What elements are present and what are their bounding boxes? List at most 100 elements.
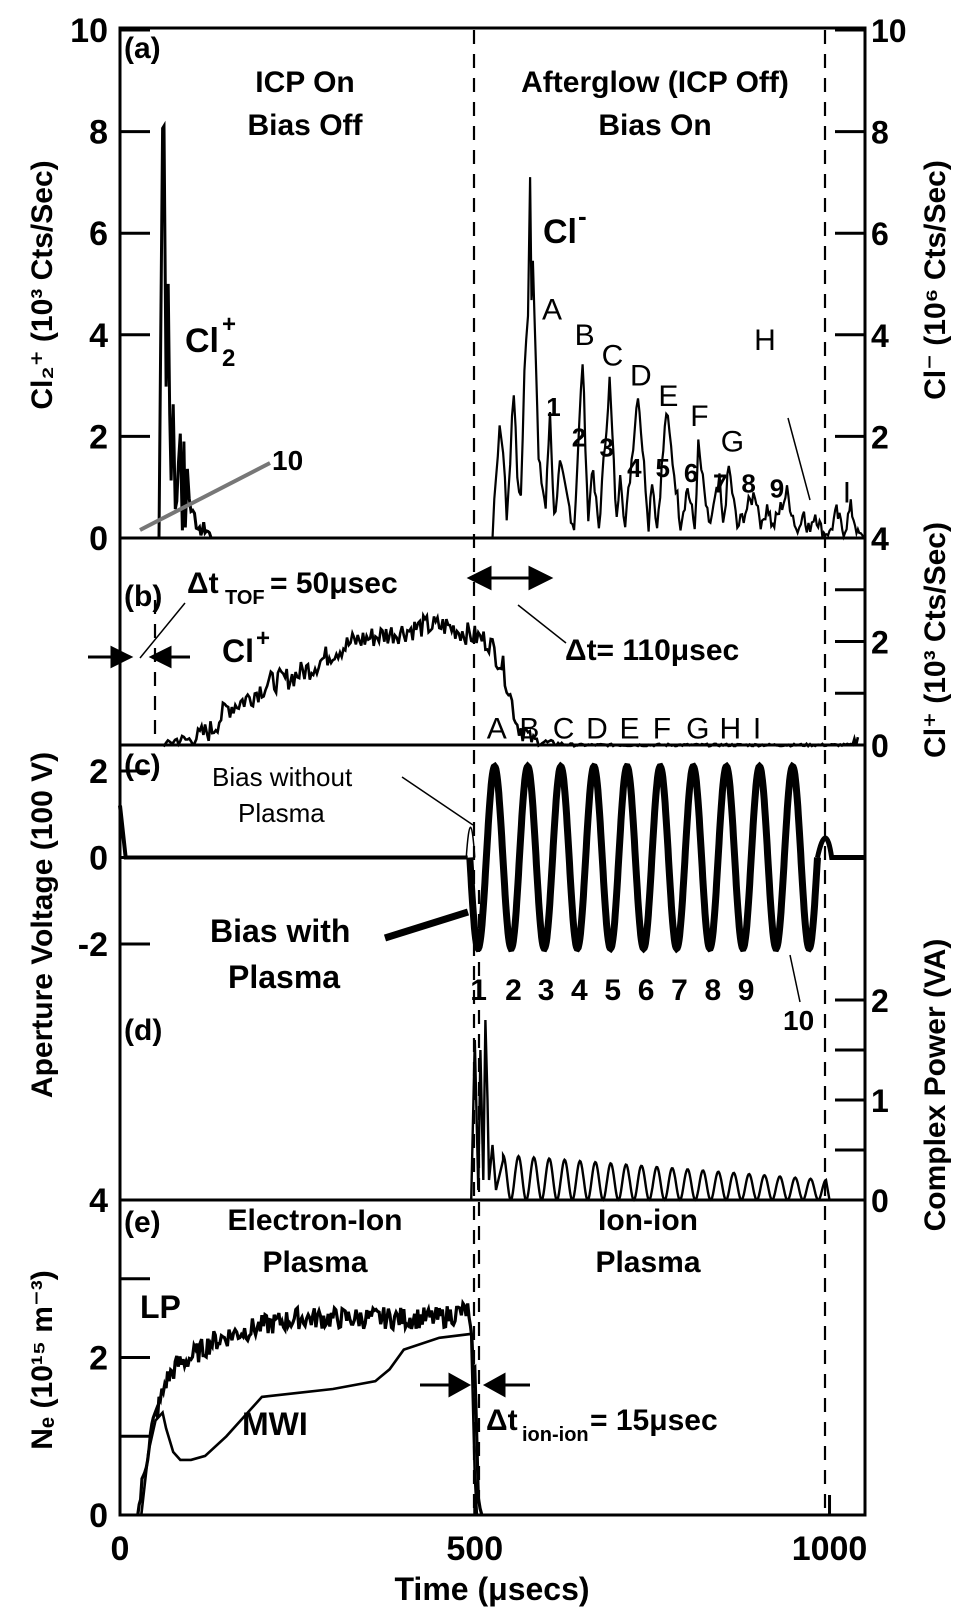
series-cl2-line (157, 120, 214, 540)
panel-c-valley-label: 3 (538, 974, 555, 1007)
dt-ionion-arrows (420, 1372, 530, 1398)
panel-c-left-tick-label: 2 (89, 753, 108, 791)
panel-a-valley-label: 1 (546, 392, 560, 422)
panel-a-valley-label: 5 (655, 453, 669, 483)
panel-a-peak-label: G (721, 426, 744, 459)
bias-with-line1: Bias with (210, 913, 350, 949)
left-axis-title-c: Aperture Voltage (100 V) (26, 752, 59, 1098)
bias-baseline (118, 805, 468, 860)
panel-d-right-tick-label: 1 (871, 1083, 889, 1119)
panel-c-peak-label: H (719, 713, 741, 746)
panel-c-valley-label: 8 (704, 974, 721, 1007)
panel-c-peak-label: C (553, 713, 575, 746)
svg-text:-: - (578, 201, 587, 231)
panel-a-valley-label: 9 (770, 473, 784, 503)
region-e-right-line1: Ion-ion (598, 1204, 698, 1237)
x-axis-tick-label: 0 (111, 1530, 130, 1568)
panel-d-right-tick-label: 2 (871, 983, 889, 1019)
panel-a-peak-label: A (542, 294, 562, 327)
dt-110-arrows (466, 565, 554, 591)
panel-a-frame (118, 26, 867, 540)
series-cl-line (491, 177, 866, 541)
svg-text:TOF: TOF (225, 587, 265, 609)
panel-a-valley-label: 8 (741, 468, 755, 498)
region-e-left-line1: Electron-Ion (227, 1204, 402, 1237)
cl2plus-annotation: Cl 2 + (185, 311, 236, 372)
panel-c-valley-label: 6 (638, 974, 655, 1007)
tof-arrows (88, 645, 190, 669)
panel-b-right-tick-label: 0 (871, 728, 889, 764)
panel-b-right-tick-label: 4 (871, 521, 889, 557)
panel-a-valley-label: 2 (572, 423, 586, 453)
panel-a-right-tick-label: 10 (871, 13, 907, 49)
panel-d-right-tick-label: 0 (871, 1183, 889, 1219)
panel-c-valley-label: 4 (571, 974, 588, 1007)
mwi-label: MWI (242, 1406, 308, 1442)
region-a-right-line1: Afterglow (ICP Off) (521, 66, 789, 99)
x-axis-tick-label: 1000 (792, 1530, 868, 1568)
panel-a-left-tick-label: 4 (89, 317, 108, 355)
panel-c-peak-label: A (487, 713, 507, 746)
bias-without-pointer (401, 776, 474, 826)
panel-a-right-tick-label: 2 (871, 419, 889, 455)
panel-c-left-tick-label: -2 (78, 926, 108, 964)
dt-ionion-annotation: Δt ion-ion = 15μsec (486, 1404, 718, 1446)
panel-c-peak-label: B (519, 713, 539, 746)
svg-text:+: + (256, 625, 270, 652)
dt-tof-pointer (139, 602, 186, 659)
panel-e-left-tick-label: 2 (89, 1340, 108, 1378)
panel-a-right-tick-label: 4 (871, 521, 889, 557)
panel-a-valley-label: 7 (713, 468, 727, 498)
svg-text:2: 2 (222, 345, 235, 372)
left-axis-title-a: Cl₂⁺ (10³ Cts/Sec) (26, 160, 59, 409)
svg-text:Cl: Cl (185, 322, 219, 360)
panel-a-peak-label: E (658, 380, 678, 413)
clminus-annotation: Cl - (543, 201, 587, 251)
region-e-right-line2: Plasma (595, 1246, 700, 1279)
panel-a-right-tick-label: 6 (871, 216, 889, 252)
panel-a-peak-label: C (602, 339, 624, 372)
right-axis-title-b: Cl⁺ (10³ Cts/Sec) (919, 522, 952, 758)
panel-a-valley-label: 4 (627, 453, 642, 483)
panel-e-left-tick-label: 0 (89, 1497, 108, 1535)
svg-text:ion-ion: ion-ion (522, 1424, 589, 1446)
svg-text:Cl: Cl (543, 213, 577, 251)
panel-b-label: (b) (124, 580, 162, 613)
dt-tof-annotation: Δt TOF = 50μsec (187, 567, 398, 609)
panel-c-peak-label: G (686, 713, 709, 746)
bias-without-plasma-line (465, 826, 476, 858)
svg-text:Cl: Cl (222, 633, 254, 669)
dt-110-pointer (517, 604, 567, 644)
panel-c-peak-label: D (586, 713, 608, 746)
ten-pointer-a (139, 461, 271, 532)
region-a-left-line1: ICP On (255, 66, 354, 99)
panel-c-valley-label: 9 (738, 974, 755, 1007)
panel-a-left-tick-label: 10 (70, 12, 108, 50)
panel-a-left-tick-label: 0 (89, 520, 108, 558)
region-e-left-line2: Plasma (262, 1246, 367, 1279)
bias-with-pointer (383, 908, 470, 942)
panel-e-left-tick-label: 4 (89, 1182, 108, 1220)
panel-e-label: (e) (124, 1206, 161, 1239)
svg-text:= 50μsec: = 50μsec (270, 567, 398, 600)
panel-b-right-tick-label: 2 (871, 625, 889, 661)
series-complex-power-line (470, 1019, 831, 1202)
panel-a-right-tick-label: 8 (871, 115, 889, 151)
clplus-annotation: Cl + (222, 625, 270, 669)
panel-d-label: (d) (124, 1014, 162, 1047)
left-axis-title-e: Nₑ (10¹⁵ m⁻³) (26, 1270, 59, 1450)
panel-a-valley-label: 3 (599, 433, 613, 463)
panel-a-peak-label: D (630, 360, 652, 393)
panel-a-left-tick-label: 8 (89, 114, 108, 152)
x-axis-title: Time (μsecs) (394, 1571, 589, 1607)
panel-c-valley-label: 1 (470, 974, 487, 1007)
bias-with-plasma-wave (466, 761, 821, 954)
ten-label-a: 10 (272, 445, 303, 476)
panel-a-valley-label: 6 (684, 458, 698, 488)
bias-tail (815, 835, 865, 860)
panel-a-left-tick-label: 2 (89, 418, 108, 456)
svg-text:Δt: Δt (187, 567, 219, 600)
dt-110-label: Δt= 110μsec (565, 634, 739, 667)
panel-e-frame (118, 1198, 867, 1517)
panel-a-peak-label: F (690, 400, 708, 433)
